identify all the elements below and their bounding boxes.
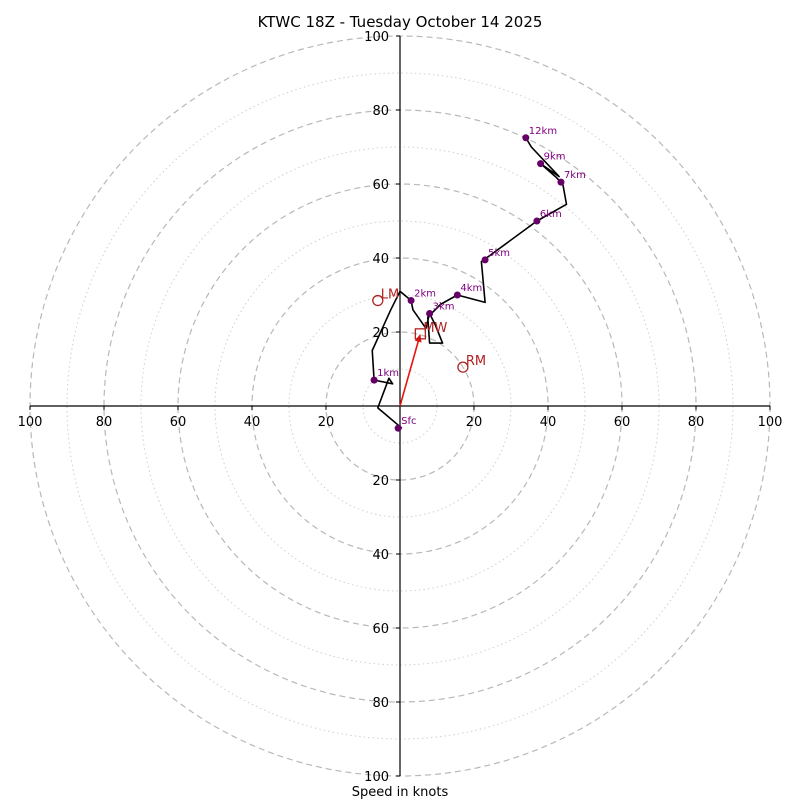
x-tick-label: 20 xyxy=(466,415,483,430)
storm-motion-marker-LM xyxy=(372,294,384,307)
storm-motion-label-MW: MW xyxy=(423,321,447,336)
x-tick-label: 80 xyxy=(96,415,113,430)
height-label-12km: 12km xyxy=(529,126,557,137)
x-axis-label: Speed in knots xyxy=(352,785,449,800)
height-marker-6km xyxy=(533,217,541,225)
y-tick-label: 40 xyxy=(372,548,389,563)
y-tick-label: 80 xyxy=(372,104,389,119)
storm-motion-markers: LM MW RM xyxy=(372,288,486,407)
height-label-4km: 4km xyxy=(460,283,482,294)
height-label-2km: 2km xyxy=(414,289,436,300)
x-tick-label: 40 xyxy=(244,415,261,430)
y-tick-label: 60 xyxy=(372,622,389,637)
height-marker-7km xyxy=(557,178,565,186)
x-tick-label: 80 xyxy=(688,415,705,430)
wind-profile-series: Sfc 1km 2km 3km 4km 5km 6km 7km 9km 12km xyxy=(370,126,586,432)
x-tick-label: 40 xyxy=(540,415,557,430)
storm-motion-marker-RM xyxy=(457,361,469,373)
x-tick-label: 100 xyxy=(18,415,43,430)
height-label-6km: 6km xyxy=(540,209,562,220)
storm-motion-label-RM: RM xyxy=(466,354,486,369)
height-label-1km: 1km xyxy=(377,368,399,379)
y-tick-label: 20 xyxy=(372,474,389,489)
y-tick-label: 100 xyxy=(364,770,389,785)
height-label-Sfc: Sfc xyxy=(401,416,416,427)
height-marker-Sfc xyxy=(394,424,402,432)
chart-title: KTWC 18Z - Tuesday October 14 2025 xyxy=(258,13,543,31)
storm-motion-label-LM: LM xyxy=(381,288,399,303)
storm-motion-marker-MW xyxy=(414,328,427,340)
x-tick-label: 20 xyxy=(318,415,335,430)
height-label-9km: 9km xyxy=(544,152,566,163)
x-tick-label: 60 xyxy=(614,415,631,430)
height-marker-5km xyxy=(481,256,489,264)
height-marker-9km xyxy=(537,160,545,168)
height-label-5km: 5km xyxy=(488,248,510,259)
mean-wind-arrow-shaft xyxy=(399,337,421,407)
height-marker-4km xyxy=(453,291,461,299)
mean-wind-arrow-head xyxy=(414,333,422,343)
y-tick-label: 60 xyxy=(372,178,389,193)
y-tick-label: 40 xyxy=(372,252,389,267)
height-label-3km: 3km xyxy=(433,302,455,313)
height-marker-3km xyxy=(426,310,434,317)
y-tick-label: 80 xyxy=(372,696,389,711)
height-marker-12km xyxy=(522,134,530,142)
x-tick-label: 100 xyxy=(758,415,783,430)
tick-labels: 100 80 60 40 20 20 40 60 80 100100806040202040608… xyxy=(18,30,783,785)
height-marker-2km xyxy=(407,297,415,305)
height-marker-1km xyxy=(370,376,378,384)
x-tick-label: 60 xyxy=(170,415,187,430)
y-tick-label: 100 xyxy=(364,30,389,45)
height-label-7km: 7km xyxy=(564,170,586,181)
